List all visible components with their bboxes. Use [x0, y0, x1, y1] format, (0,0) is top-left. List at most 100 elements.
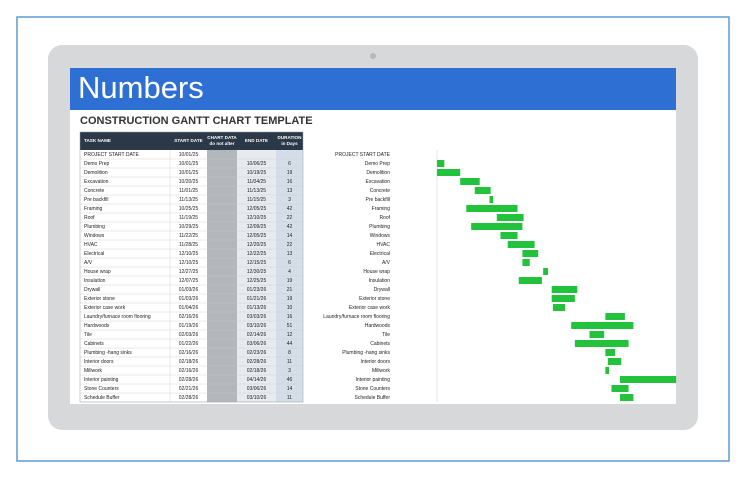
end-cell: 12/05/25	[247, 206, 267, 212]
gantt-bar	[489, 196, 494, 203]
task-cell: Interior doors	[84, 359, 114, 365]
gantt-bar	[500, 232, 518, 239]
end-cell: 01/23/26	[247, 287, 267, 293]
gantt-label: Cabinets	[370, 341, 390, 347]
task-cell: Laundry/furnace room flooring	[84, 314, 151, 320]
start-cell: 01/04/26	[179, 305, 199, 311]
gantt-bar	[522, 250, 539, 257]
gantt-label: Tile	[382, 332, 390, 338]
end-cell: 03/06/26	[247, 386, 267, 392]
start-cell: 12/10/25	[179, 251, 199, 257]
start-cell: 11/01/25	[179, 188, 198, 194]
start-cell: 10/20/25	[179, 179, 199, 185]
task-cell: Schedule Buffer	[84, 395, 120, 401]
end-cell: 02/18/26	[247, 368, 267, 374]
end-cell: 11/13/25	[247, 188, 266, 194]
start-cell: 01/03/26	[179, 287, 199, 293]
task-cell: Tile	[84, 332, 92, 338]
gantt-bar	[466, 205, 518, 212]
gantt-bar	[607, 358, 622, 365]
task-cell: Plumbing -hang sinks	[84, 350, 132, 356]
duration-cell: 16	[287, 179, 293, 185]
task-cell: A/V	[84, 260, 93, 266]
end-cell: 10/19/25	[247, 170, 267, 176]
table-border	[79, 131, 304, 403]
gantt-label: Schedule Buffer	[355, 395, 391, 401]
task-cell: PROJECT START DATE	[84, 152, 139, 158]
gantt-bar	[620, 394, 634, 401]
end-cell: 12/25/25	[247, 278, 267, 284]
duration-cell: 11	[287, 359, 292, 365]
start-cell: 10/01/25	[179, 161, 199, 167]
end-cell: 03/06/26	[247, 341, 267, 347]
camera	[370, 53, 376, 59]
duration-cell: 46	[287, 377, 293, 383]
duration-cell: 51	[287, 323, 293, 329]
gantt-label: Interior painting	[356, 377, 391, 383]
task-cell: Electrical	[84, 251, 104, 257]
task-cell: Framing	[84, 206, 103, 212]
end-cell: 12/10/25	[247, 215, 267, 221]
gantt-label: Drywall	[374, 287, 390, 293]
gantt-label: Plumbing -hang sinks	[342, 350, 390, 356]
gantt-bar	[551, 286, 578, 293]
task-cell: Windows	[84, 233, 105, 239]
gantt-bar	[507, 241, 535, 248]
gantt-bar	[574, 340, 629, 347]
task-cell: Stone Counters	[84, 386, 119, 392]
gantt-chart: PROJECT START DATE Demo Prep Demolition Exc…	[323, 150, 677, 402]
end-cell: 01/13/26	[247, 305, 267, 311]
duration-cell: 11	[287, 395, 292, 401]
duration-cell: 14	[287, 233, 293, 239]
end-cell: 12/22/25	[247, 251, 267, 257]
task-cell: Plumbing	[84, 224, 105, 230]
header-cell: CHART DATA	[207, 135, 237, 140]
gantt-bar	[605, 313, 625, 320]
gantt-bar	[437, 160, 445, 167]
duration-cell: 22	[287, 242, 293, 248]
gantt-label: Plumbing	[369, 224, 390, 230]
start-cell: 01/22/26	[179, 341, 199, 347]
start-cell: 10/01/25	[179, 170, 199, 176]
start-cell: 02/16/26	[179, 350, 199, 356]
duration-cell: 21	[287, 287, 293, 293]
gantt-label: A/V	[382, 260, 391, 266]
duration-cell: 44	[287, 341, 293, 347]
duration-cell: 19	[287, 296, 293, 302]
start-cell: 11/28/25	[179, 242, 198, 248]
duration-cell: 42	[287, 224, 293, 230]
gantt-bar	[496, 214, 524, 221]
gantt-label: Electrical	[370, 251, 390, 257]
gantt-bar	[522, 259, 530, 266]
end-cell: 01/21/26	[247, 296, 267, 302]
gantt-label: Interior doors	[361, 359, 391, 365]
start-cell: 02/21/26	[179, 386, 199, 392]
gantt-label: House wrap	[363, 269, 390, 275]
task-cell: Exterior case work	[84, 305, 126, 311]
task-cell: Excavation	[84, 179, 109, 185]
duration-cell: 4	[288, 269, 291, 275]
task-cell: Insulation	[84, 278, 106, 284]
gantt-bar	[605, 367, 610, 374]
task-cell: House wrap	[84, 269, 111, 275]
start-cell: 11/13/25	[179, 197, 198, 203]
end-cell: 11/04/25	[247, 179, 266, 185]
gantt-bar	[437, 169, 461, 176]
task-cell: Hardwoods	[84, 323, 110, 329]
gantt-bar	[589, 331, 605, 338]
gantt-bar	[474, 187, 491, 194]
gantt-label: Exterior stone	[359, 296, 390, 302]
header-cell: START DATE	[174, 138, 202, 143]
end-cell: 04/14/26	[247, 377, 267, 383]
task-cell: Pre backfill	[84, 197, 108, 203]
task-cell: Demolition	[84, 170, 108, 176]
gantt-bar	[571, 322, 634, 329]
duration-cell: 10	[287, 305, 293, 311]
start-cell: 10/25/25	[179, 206, 199, 212]
end-cell: 12/30/25	[247, 269, 267, 275]
task-cell: Interior painting	[84, 377, 119, 383]
start-cell: 12/10/25	[179, 260, 199, 266]
duration-cell: 3	[288, 197, 291, 203]
task-cell: Cabinets	[84, 341, 104, 347]
